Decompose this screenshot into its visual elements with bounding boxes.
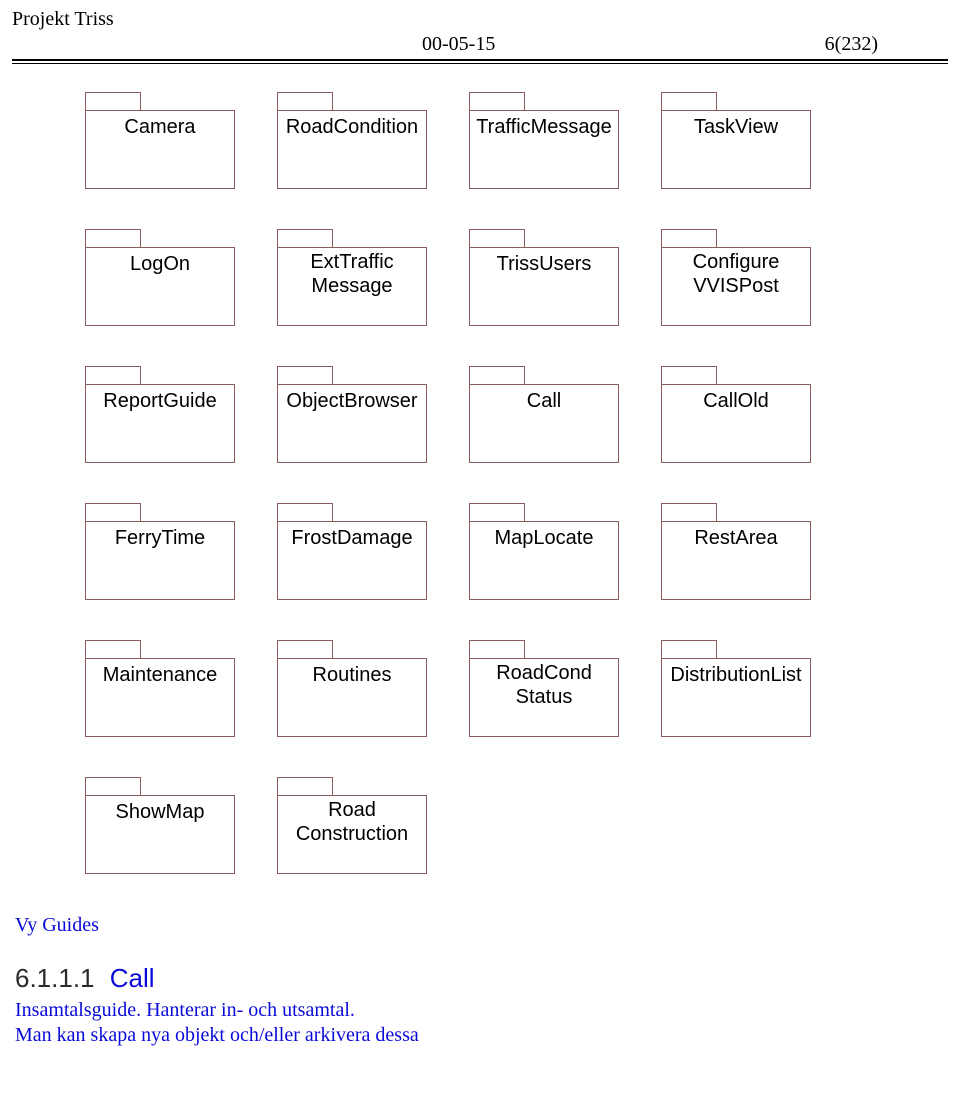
folder-item: Maintenance [85, 640, 235, 737]
folder-item: TrafficMessage [469, 92, 619, 189]
folder-label: DistributionList [661, 658, 811, 737]
folder-tab [277, 640, 333, 658]
folder-tab [661, 503, 717, 521]
folder-tab [469, 366, 525, 384]
folder-tab [469, 229, 525, 247]
folder-item: CallOld [661, 366, 811, 463]
folder-label: FrostDamage [277, 521, 427, 600]
folder-tab [661, 366, 717, 384]
folder-item: Camera [85, 92, 235, 189]
folder-label: Call [469, 384, 619, 463]
folder-item: TaskView [661, 92, 811, 189]
folder-tab [277, 92, 333, 110]
folder-tab [661, 640, 717, 658]
folder-item: RoadCondStatus [469, 640, 619, 737]
section-desc-line2: Man kan skapa nya objekt och/eller arkiv… [15, 1023, 948, 1048]
folder-label: ExtTrafficMessage [277, 247, 427, 326]
project-title: Projekt Triss [12, 8, 948, 31]
divider-thick [12, 59, 948, 61]
folder-tab [277, 503, 333, 521]
folder-item: ReportGuide [85, 366, 235, 463]
section-desc-line1: Insamtalsguide. Hanterar in- och utsamta… [15, 998, 948, 1023]
folder-tab [661, 92, 717, 110]
folder-item: ShowMap [85, 777, 235, 874]
folder-item: RoadCondition [277, 92, 427, 189]
folder-label: ObjectBrowser [277, 384, 427, 463]
folder-tab [85, 503, 141, 521]
folder-label: RoadConstruction [277, 795, 427, 874]
section-number: 6.1.1.1 [15, 963, 95, 993]
folder-label: TaskView [661, 110, 811, 189]
diagram-row: Maintenance Routines RoadCondStatus Distrib… [85, 640, 948, 737]
folder-tab [85, 92, 141, 110]
folder-label: TrafficMessage [469, 110, 619, 189]
folder-label: Maintenance [85, 658, 235, 737]
folder-tab [469, 640, 525, 658]
folder-item: ObjectBrowser [277, 366, 427, 463]
folder-label: ShowMap [85, 795, 235, 874]
folder-tab [469, 92, 525, 110]
folder-tab [85, 640, 141, 658]
folder-tab [277, 777, 333, 795]
folder-tab [277, 366, 333, 384]
folder-tab [85, 366, 141, 384]
folder-item: TrissUsers [469, 229, 619, 326]
folder-label: RoadCondition [277, 110, 427, 189]
folder-item: DistributionList [661, 640, 811, 737]
folder-label: Routines [277, 658, 427, 737]
folder-label: ConfigureVVISPost [661, 247, 811, 326]
folder-item: FerryTime [85, 503, 235, 600]
diagram-row: LogOn ExtTrafficMessage TrissUsers Configur… [85, 229, 948, 326]
folder-item: RestArea [661, 503, 811, 600]
divider-thin [12, 63, 948, 64]
section-number-row: 6.1.1.1 Call [15, 963, 948, 994]
folder-tab [85, 777, 141, 795]
folder-item: Routines [277, 640, 427, 737]
section-description: Insamtalsguide. Hanterar in- och utsamta… [15, 998, 948, 1048]
folder-label: ReportGuide [85, 384, 235, 463]
folder-label: CallOld [661, 384, 811, 463]
folder-label: Camera [85, 110, 235, 189]
folder-item: ConfigureVVISPost [661, 229, 811, 326]
section-title: Call [110, 963, 155, 993]
diagram-row: FerryTime FrostDamage MapLocate RestArea [85, 503, 948, 600]
folder-item: MapLocate [469, 503, 619, 600]
folder-label: RestArea [661, 521, 811, 600]
header-meta: 00-05-15 6(232) [12, 33, 948, 56]
vy-guides-heading: Vy Guides [15, 914, 948, 937]
folder-item: Call [469, 366, 619, 463]
header-page: 6(232) [825, 33, 878, 56]
folder-label: FerryTime [85, 521, 235, 600]
folder-label: MapLocate [469, 521, 619, 600]
header-date: 00-05-15 [422, 33, 495, 56]
folder-tab [661, 229, 717, 247]
page-header: Projekt Triss 00-05-15 6(232) [12, 8, 948, 64]
folder-item: LogOn [85, 229, 235, 326]
diagram-row: ReportGuide ObjectBrowser Call CallOld [85, 366, 948, 463]
folder-item: FrostDamage [277, 503, 427, 600]
folder-label: LogOn [85, 247, 235, 326]
folder-label: RoadCondStatus [469, 658, 619, 737]
folder-diagram: Camera RoadCondition TrafficMessage TaskVie… [12, 92, 948, 874]
folder-tab [277, 229, 333, 247]
diagram-row: ShowMap RoadConstruction [85, 777, 948, 874]
folder-tab [469, 503, 525, 521]
folder-item: ExtTrafficMessage [277, 229, 427, 326]
folder-item: RoadConstruction [277, 777, 427, 874]
diagram-row: Camera RoadCondition TrafficMessage TaskVie… [85, 92, 948, 189]
folder-label: TrissUsers [469, 247, 619, 326]
folder-tab [85, 229, 141, 247]
